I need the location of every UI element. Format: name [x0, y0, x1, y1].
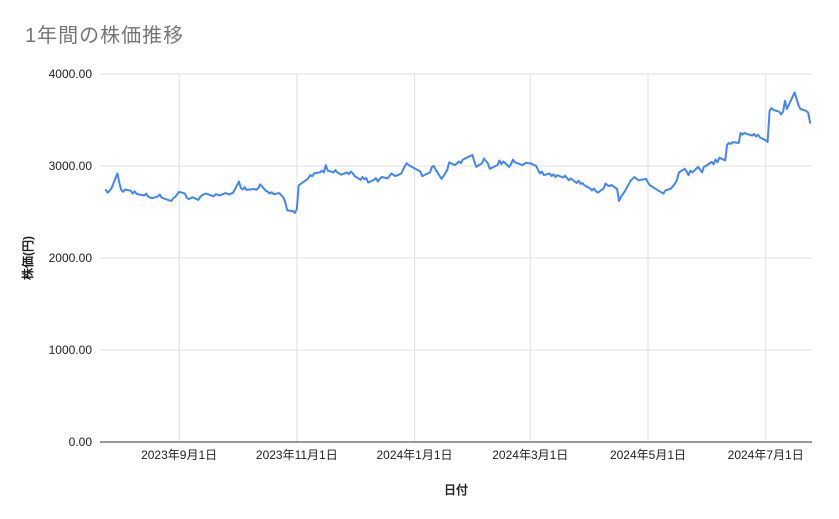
y-tick-label: 0.00: [69, 435, 93, 449]
x-tick-label: 2024年5月1日: [610, 448, 686, 462]
y-axis-title: 株価(円): [20, 236, 35, 280]
x-tick-label: 2023年9月1日: [141, 448, 217, 462]
y-tick-label: 2000.00: [49, 251, 93, 265]
x-axis-title: 日付: [444, 482, 468, 497]
chart-title: 1年間の株価推移: [25, 25, 185, 47]
y-tick-label: 3000.00: [49, 159, 93, 173]
x-tick-label: 2024年3月1日: [492, 448, 568, 462]
x-tick-label: 2024年7月1日: [728, 448, 804, 462]
x-tick-label: 2024年1月1日: [376, 448, 452, 462]
price-line-series: [104, 91, 812, 214]
y-tick-label: 4000.00: [49, 67, 93, 81]
y-tick-label: 1000.00: [49, 343, 93, 357]
x-tick-label: 2023年11月1日: [256, 448, 338, 462]
